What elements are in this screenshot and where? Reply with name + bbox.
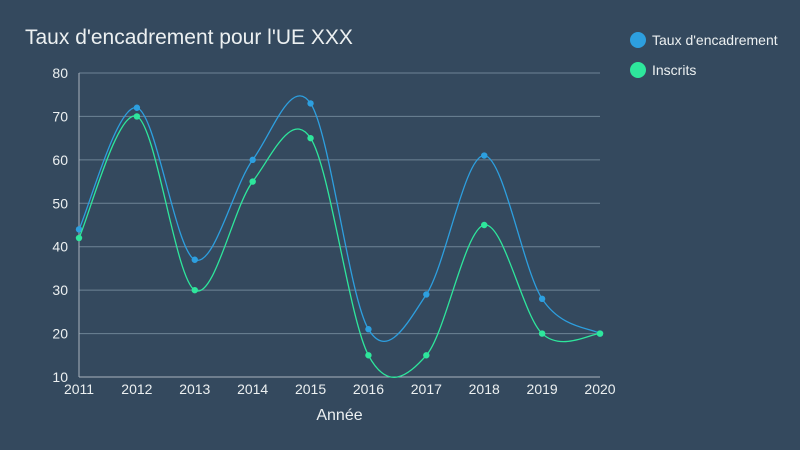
series-1-point-2016 bbox=[365, 352, 372, 359]
series-0-point-2012 bbox=[133, 104, 141, 111]
series-1-point-2015 bbox=[307, 134, 314, 142]
x-tick-label-2014: 2014 bbox=[237, 381, 268, 397]
y-tick-label-70: 70 bbox=[52, 108, 68, 124]
series-1-point-2011 bbox=[75, 234, 83, 242]
y-tick-label-60: 60 bbox=[52, 152, 68, 168]
series-0-point-2017 bbox=[423, 291, 430, 298]
series-0-point-2016 bbox=[365, 326, 372, 333]
x-tick-label-2020: 2020 bbox=[584, 381, 615, 397]
x-tick-label-2016: 2016 bbox=[353, 381, 384, 397]
series-0-point-2015 bbox=[307, 100, 314, 107]
y-tick-label-50: 50 bbox=[52, 195, 68, 211]
legend-item-taux[interactable]: Taux d'encadrement bbox=[630, 25, 778, 55]
y-tick-label-80: 80 bbox=[52, 65, 68, 81]
x-tick-label-2012: 2012 bbox=[121, 381, 152, 397]
x-tick-label-2015: 2015 bbox=[295, 381, 326, 397]
series-1-point-2020 bbox=[596, 330, 604, 337]
series-1-point-2017 bbox=[423, 352, 430, 359]
series-0-point-2018 bbox=[481, 152, 488, 159]
series-line-1 bbox=[78, 115, 601, 378]
x-tick-label-2013: 2013 bbox=[179, 381, 210, 397]
x-axis-title: Année bbox=[316, 407, 362, 424]
legend-label-inscrits: Inscrits bbox=[652, 62, 697, 78]
x-tick-label-2018: 2018 bbox=[469, 381, 500, 397]
series-1-point-2019 bbox=[538, 330, 546, 337]
legend-item-inscrits[interactable]: Inscrits bbox=[630, 55, 778, 85]
series-0-point-2013 bbox=[191, 256, 198, 263]
series-1-point-2013 bbox=[191, 286, 198, 294]
x-tick-label-2017: 2017 bbox=[411, 381, 442, 397]
legend-label-taux: Taux d'encadrement bbox=[652, 32, 778, 48]
chart-title: Taux d'encadrement pour l'UE XXX bbox=[25, 26, 353, 49]
y-tick-label-40: 40 bbox=[52, 239, 68, 255]
legend-swatch-taux bbox=[630, 32, 646, 48]
series-line-0 bbox=[78, 95, 601, 343]
y-tick-label-10: 10 bbox=[52, 369, 68, 385]
series-1-point-2012 bbox=[133, 113, 141, 120]
series-1-point-2018 bbox=[481, 221, 488, 229]
x-tick-label-2019: 2019 bbox=[527, 381, 558, 397]
legend: Taux d'encadrement Inscrits bbox=[630, 25, 778, 85]
y-tick-label-20: 20 bbox=[52, 326, 68, 342]
series-0-point-2014 bbox=[249, 156, 256, 164]
series-0-point-2019 bbox=[538, 295, 546, 303]
legend-swatch-inscrits bbox=[630, 62, 646, 78]
series-1-point-2014 bbox=[249, 178, 256, 185]
y-tick-label-30: 30 bbox=[52, 282, 68, 298]
series-0-point-2011 bbox=[75, 226, 83, 233]
x-tick-label-2011: 2011 bbox=[64, 381, 94, 397]
